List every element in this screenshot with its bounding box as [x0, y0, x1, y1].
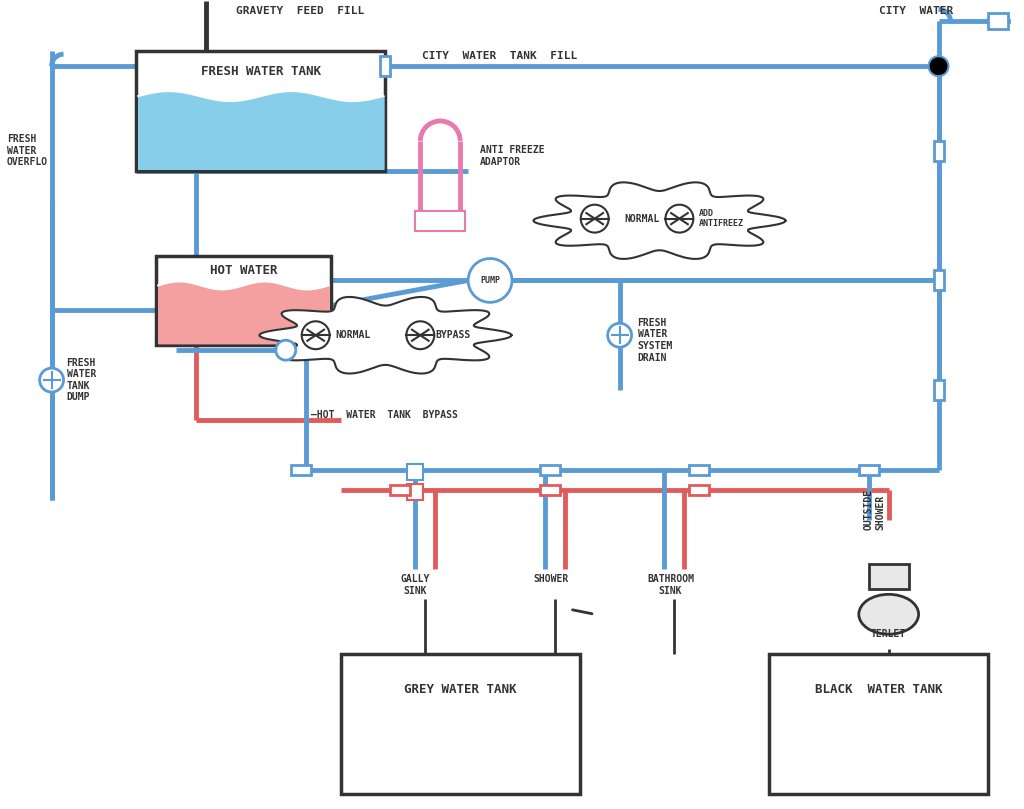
Text: BATHROOM
SINK: BATHROOM SINK: [647, 574, 694, 596]
Circle shape: [929, 56, 948, 76]
Text: ANTI FREEZE
ADAPTOR: ANTI FREEZE ADAPTOR: [480, 145, 545, 167]
Bar: [771, 762, 986, 792]
Bar: [390, 485, 411, 494]
Text: HOT WATER: HOT WATER: [210, 264, 278, 277]
Text: ADD
ANTIFREEZ: ADD ANTIFREEZ: [699, 209, 744, 228]
Bar: [689, 465, 710, 475]
Bar: [934, 380, 943, 400]
Text: NORMAL: NORMAL: [625, 214, 659, 223]
Bar: [291, 465, 310, 475]
Bar: [540, 465, 560, 475]
Text: FRESH
WATER
SYSTEM
DRAIN: FRESH WATER SYSTEM DRAIN: [638, 318, 673, 362]
Text: GRAVETY  FEED  FILL: GRAVETY FEED FILL: [236, 6, 365, 16]
Text: FRESH
WATER
TANK
DUMP: FRESH WATER TANK DUMP: [67, 358, 96, 403]
Bar: [159, 286, 329, 343]
Bar: [136, 51, 385, 171]
Polygon shape: [259, 297, 512, 374]
Bar: [408, 484, 423, 500]
Text: BYPASS: BYPASS: [435, 330, 470, 341]
Bar: [157, 256, 331, 345]
Text: FRESH WATER TANK: FRESH WATER TANK: [201, 65, 321, 78]
Circle shape: [275, 341, 296, 360]
Text: NORMAL: NORMAL: [336, 330, 371, 341]
Text: FRESH
WATER
OVERFLO: FRESH WATER OVERFLO: [7, 134, 48, 167]
Circle shape: [581, 205, 608, 233]
Text: BLACK  WATER TANK: BLACK WATER TANK: [815, 683, 942, 696]
Bar: [934, 141, 943, 161]
Circle shape: [40, 368, 63, 392]
Bar: [934, 270, 943, 290]
Text: GREY WATER TANK: GREY WATER TANK: [403, 683, 516, 696]
Polygon shape: [534, 182, 785, 259]
Text: CITY  WATER  TANK  FILL: CITY WATER TANK FILL: [423, 51, 578, 61]
Bar: [343, 767, 578, 792]
Bar: [408, 464, 423, 480]
Text: SHOWER: SHOWER: [534, 574, 568, 584]
Circle shape: [666, 205, 693, 233]
Bar: [138, 98, 383, 169]
Circle shape: [468, 259, 512, 303]
Text: PUMP: PUMP: [480, 276, 500, 285]
Ellipse shape: [859, 595, 919, 634]
Text: —HOT  WATER  TANK  BYPASS: —HOT WATER TANK BYPASS: [310, 410, 458, 420]
Bar: [341, 654, 580, 794]
Bar: [689, 485, 710, 494]
Circle shape: [407, 321, 434, 349]
Bar: [416, 210, 465, 231]
Circle shape: [302, 321, 330, 349]
Text: OUTSIDE
SHOWER: OUTSIDE SHOWER: [864, 489, 886, 530]
Bar: [540, 485, 560, 494]
Text: GALLY
SINK: GALLY SINK: [400, 574, 430, 596]
Bar: [769, 654, 988, 794]
Bar: [868, 565, 908, 590]
Bar: [859, 465, 879, 475]
Circle shape: [607, 324, 632, 347]
FancyBboxPatch shape: [988, 13, 1009, 29]
Text: CITY  WATER: CITY WATER: [880, 6, 953, 16]
Text: TERLET: TERLET: [871, 629, 906, 639]
Bar: [381, 56, 390, 76]
